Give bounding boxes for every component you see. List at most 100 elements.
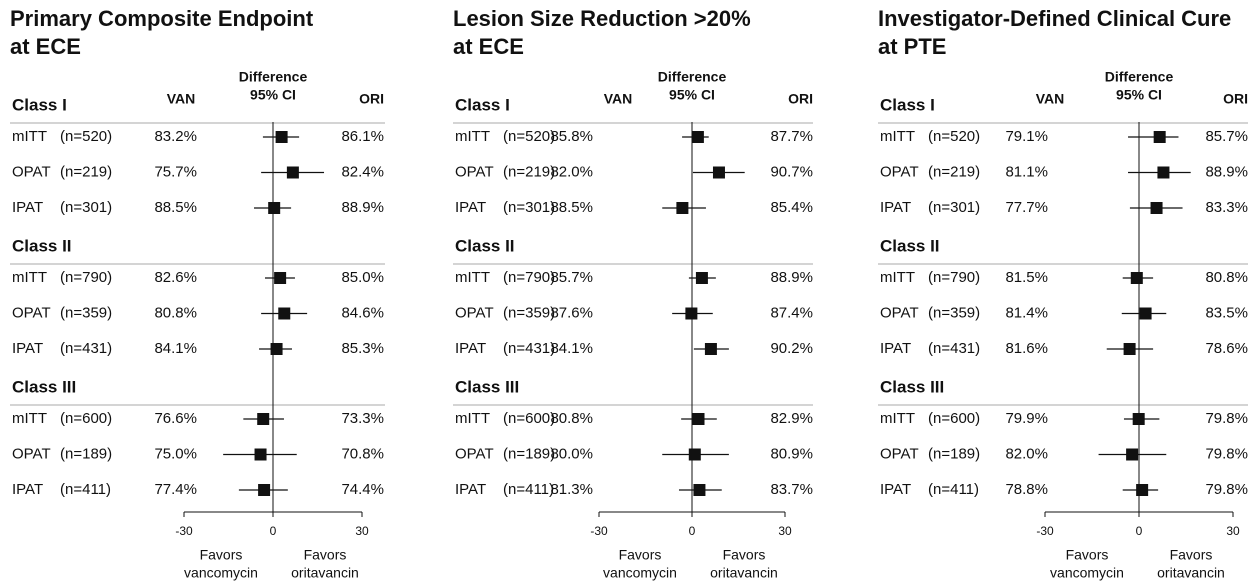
row-n: (n=411) — [60, 481, 111, 498]
row-n: (n=600) — [928, 410, 980, 427]
estimate-marker — [286, 166, 299, 179]
row-n: (n=431) — [503, 340, 555, 357]
favors-label: Favors — [1170, 547, 1213, 563]
diff-header: Difference — [1105, 69, 1174, 85]
estimate-marker — [278, 307, 291, 320]
row-n: (n=189) — [60, 445, 112, 462]
estimate-marker — [676, 202, 689, 214]
ori-value: 85.0% — [341, 269, 384, 286]
row-n: (n=520) — [928, 128, 980, 145]
diff-header: Difference — [239, 69, 308, 85]
x-tick-label: -30 — [1036, 524, 1054, 538]
diff-header: Difference — [658, 69, 727, 85]
diff-header: 95% CI — [669, 87, 715, 103]
ori-value: 87.7% — [770, 128, 813, 145]
van-header: VAN — [1036, 91, 1065, 107]
estimate-marker — [1153, 131, 1166, 143]
panel-title: Lesion Size Reduction >20% — [453, 6, 751, 31]
estimate-marker — [257, 413, 270, 425]
row-label: mITT — [12, 269, 47, 286]
ori-value: 90.2% — [770, 340, 813, 357]
ori-value: 88.9% — [770, 269, 813, 286]
group-label: Class I — [880, 95, 935, 114]
van-value: 80.8% — [154, 304, 197, 321]
row-label: IPAT — [880, 199, 911, 216]
row-label: mITT — [880, 269, 915, 286]
ori-value: 88.9% — [341, 199, 384, 216]
row-label: mITT — [880, 128, 915, 145]
estimate-marker — [258, 484, 271, 496]
ori-value: 85.7% — [1205, 128, 1248, 145]
row-n: (n=359) — [503, 304, 555, 321]
panel-title: at PTE — [878, 34, 946, 59]
row-label: mITT — [455, 410, 490, 427]
row-n: (n=189) — [928, 445, 980, 462]
van-value: 81.1% — [1005, 163, 1048, 180]
favors-label: oritavancin — [291, 565, 359, 581]
van-value: 83.2% — [154, 128, 197, 145]
ori-header: ORI — [788, 91, 813, 107]
estimate-marker — [685, 307, 698, 320]
group-label: Class II — [12, 236, 72, 255]
ori-header: ORI — [1223, 91, 1248, 107]
row-label: OPAT — [12, 445, 51, 462]
ori-value: 83.3% — [1205, 199, 1248, 216]
ori-value: 80.9% — [770, 445, 813, 462]
row-label: OPAT — [880, 445, 919, 462]
x-tick-label: -30 — [590, 524, 608, 538]
row-n: (n=790) — [503, 269, 555, 286]
ori-value: 80.8% — [1205, 269, 1248, 286]
x-tick-label: -30 — [175, 524, 193, 538]
row-n: (n=219) — [503, 163, 555, 180]
group-label: Class III — [455, 377, 519, 396]
x-tick-label: 30 — [778, 524, 792, 538]
ori-value: 83.5% — [1205, 304, 1248, 321]
van-value: 81.5% — [1005, 269, 1048, 286]
x-tick-label: 30 — [1226, 524, 1240, 538]
panel-title: Investigator-Defined Clinical Cure — [878, 6, 1231, 31]
ori-value: 86.1% — [341, 128, 384, 145]
ori-value: 73.3% — [341, 410, 384, 427]
estimate-marker — [275, 131, 288, 143]
row-n: (n=219) — [928, 163, 980, 180]
panel-title: Primary Composite Endpoint — [10, 6, 314, 31]
row-n: (n=301) — [503, 199, 555, 216]
favors-label: Favors — [1066, 547, 1109, 563]
ori-header: ORI — [359, 91, 384, 107]
row-n: (n=411) — [503, 481, 554, 498]
ori-value: 78.6% — [1205, 340, 1248, 357]
row-label: IPAT — [455, 340, 486, 357]
favors-label: oritavancin — [1157, 565, 1225, 581]
van-value: 78.8% — [1005, 481, 1048, 498]
estimate-marker — [1136, 484, 1149, 496]
row-label: OPAT — [880, 163, 919, 180]
ori-value: 88.9% — [1205, 163, 1248, 180]
row-n: (n=520) — [60, 128, 112, 145]
estimate-marker — [1126, 448, 1139, 461]
row-label: OPAT — [12, 163, 51, 180]
estimate-marker — [1130, 272, 1143, 284]
van-value: 77.7% — [1005, 199, 1048, 216]
group-label: Class II — [880, 236, 940, 255]
van-value: 85.7% — [550, 269, 593, 286]
row-n: (n=301) — [928, 199, 980, 216]
row-label: IPAT — [455, 199, 486, 216]
ori-value: 79.8% — [1205, 410, 1248, 427]
van-value: 79.1% — [1005, 128, 1048, 145]
favors-label: Favors — [304, 547, 347, 563]
row-label: mITT — [12, 128, 47, 145]
estimate-marker — [691, 131, 704, 143]
row-label: IPAT — [12, 481, 43, 498]
row-label: IPAT — [455, 481, 486, 498]
row-label: IPAT — [12, 340, 43, 357]
row-n: (n=411) — [928, 481, 979, 498]
x-tick-label: 0 — [1136, 524, 1143, 538]
ori-value: 87.4% — [770, 304, 813, 321]
row-label: IPAT — [880, 340, 911, 357]
estimate-marker — [274, 272, 287, 284]
van-value: 79.9% — [1005, 410, 1048, 427]
ori-value: 85.3% — [341, 340, 384, 357]
row-label: mITT — [880, 410, 915, 427]
estimate-marker — [270, 343, 283, 355]
favors-label: Favors — [200, 547, 243, 563]
